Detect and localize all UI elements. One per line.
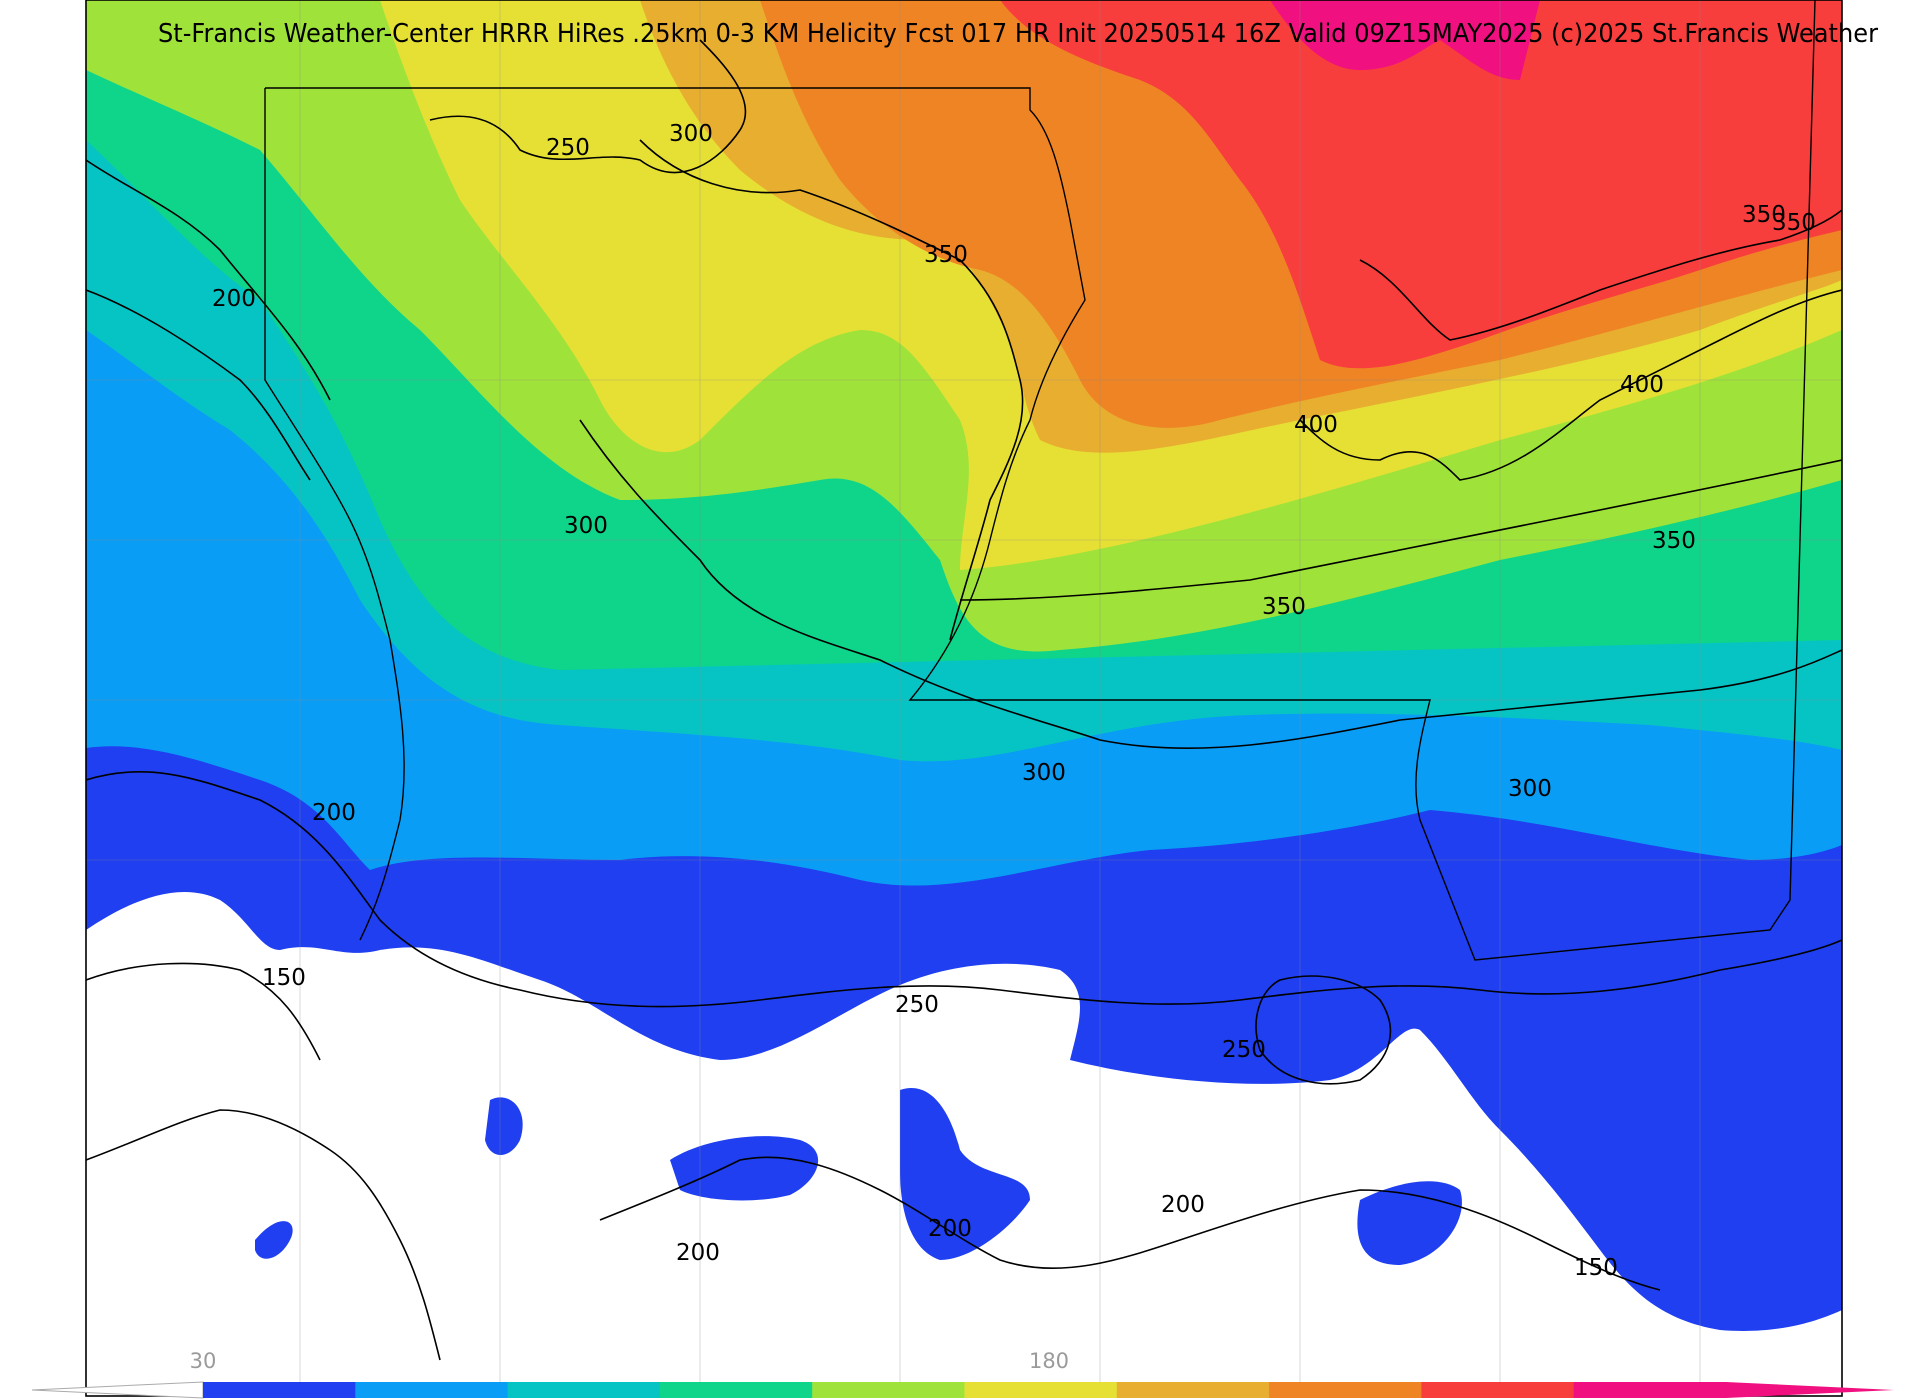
colorbar-tick-label: 30 — [190, 1349, 217, 1373]
contour-label: 350 — [924, 242, 968, 268]
field-gulf-blob-1 — [670, 1136, 819, 1201]
field-white-south — [86, 892, 1842, 1396]
contour-label: 250 — [546, 135, 590, 161]
colorbar-cell — [1116, 1382, 1270, 1398]
state-borders — [264, 0, 1816, 961]
contour-label: 150 — [1574, 1255, 1618, 1281]
colorbar-cell — [1269, 1382, 1422, 1398]
contour-label: 300 — [1022, 760, 1066, 786]
field-gulf-blob-2 — [900, 1088, 1030, 1260]
contour-label: 150 — [262, 965, 306, 991]
contour-label: 350 — [1652, 528, 1696, 554]
colorbar-high-extend — [1726, 1382, 1894, 1398]
contour-label: 200 — [676, 1240, 720, 1266]
colorbar-tick-label: 180 — [1029, 1349, 1069, 1373]
colorbar-cell — [659, 1382, 813, 1398]
field-gulf-blob-4 — [485, 1097, 523, 1155]
contour-label: 250 — [1222, 1037, 1266, 1063]
contour-label: 300 — [564, 513, 608, 539]
field-gulf-blob-3 — [1357, 1181, 1462, 1265]
contours — [86, 39, 1842, 1361]
colorbar-cell — [1421, 1382, 1575, 1398]
contour-label: 200 — [928, 1216, 972, 1242]
contour-label: 200 — [312, 800, 356, 826]
colorbar-cells — [203, 1382, 1727, 1398]
contour-label: 350 — [1742, 202, 1786, 228]
contour-label: 250 — [895, 992, 939, 1018]
map-title: St-Francis Weather-Center HRRR HiRes .25… — [158, 19, 1878, 49]
contour-label: 400 — [1620, 372, 1664, 398]
contour-label: 350 — [1262, 594, 1306, 620]
colorbar-cell — [964, 1382, 1118, 1398]
contour-labels: 250 300 350 200 300 350 400 350 400 350 … — [212, 121, 1816, 1281]
contour-label: 300 — [1508, 776, 1552, 802]
colorbar: 30 180 — [31, 1349, 1894, 1399]
contour-label: 350 — [1772, 210, 1816, 236]
field-red-band — [1000, 0, 1842, 369]
colorbar-cell — [203, 1382, 356, 1398]
contour-label: 400 — [1294, 412, 1338, 438]
field-gulf-blob-5 — [255, 1221, 293, 1259]
contour-label: 200 — [212, 286, 256, 312]
colorbar-cell — [355, 1382, 509, 1398]
contour-label: 200 — [1161, 1192, 1205, 1218]
colorbar-cell — [1573, 1382, 1727, 1398]
field-magenta-patch — [1270, 0, 1540, 80]
colorbar-cell — [507, 1382, 661, 1398]
contour-label: 300 — [669, 121, 713, 147]
colorbar-cell — [812, 1382, 965, 1398]
